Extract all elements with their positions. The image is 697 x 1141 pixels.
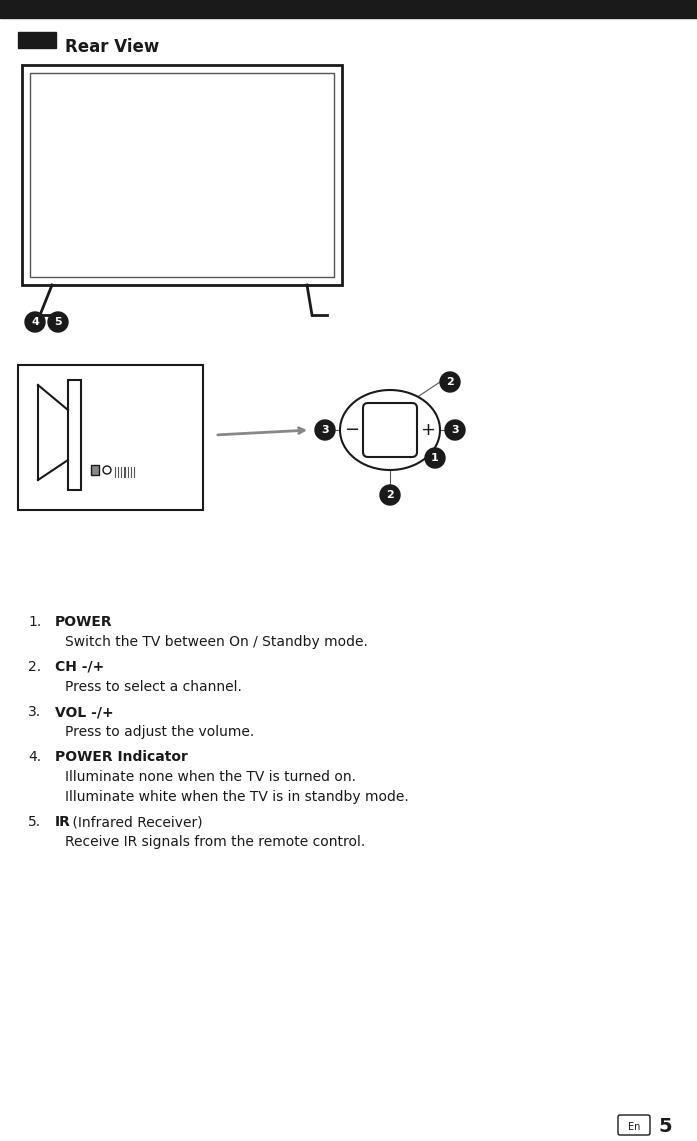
Text: En: En — [628, 1122, 640, 1132]
Text: 2: 2 — [446, 377, 454, 387]
Circle shape — [440, 372, 460, 393]
Text: −: − — [344, 421, 360, 439]
Polygon shape — [68, 380, 81, 489]
Text: VOL -/+: VOL -/+ — [55, 705, 114, 719]
Ellipse shape — [340, 390, 440, 470]
Bar — [91, 466, 99, 475]
Text: Illuminate white when the TV is in standby mode.: Illuminate white when the TV is in stand… — [65, 790, 408, 804]
Text: 4.: 4. — [28, 750, 41, 764]
Bar — [18, 32, 56, 48]
Text: 3.: 3. — [28, 705, 41, 719]
Text: IR: IR — [55, 815, 71, 830]
Circle shape — [48, 311, 68, 332]
Text: 1: 1 — [431, 453, 439, 463]
Text: 3: 3 — [321, 424, 329, 435]
Text: (Infrared Receiver): (Infrared Receiver) — [68, 815, 203, 830]
Text: Illuminate none when the TV is turned on.: Illuminate none when the TV is turned on… — [65, 770, 356, 784]
Text: Switch the TV between On / Standby mode.: Switch the TV between On / Standby mode. — [65, 636, 368, 649]
Text: POWER Indicator: POWER Indicator — [55, 750, 188, 764]
Circle shape — [103, 466, 111, 474]
Text: Receive IR signals from the remote control.: Receive IR signals from the remote contr… — [65, 835, 365, 849]
Text: 2: 2 — [386, 489, 394, 500]
Text: Rear View: Rear View — [65, 38, 159, 56]
Circle shape — [445, 420, 465, 440]
Text: 3: 3 — [451, 424, 459, 435]
Bar — [0, 0, 697, 18]
Text: 4: 4 — [31, 317, 39, 327]
Circle shape — [425, 448, 445, 468]
Bar — [18, 365, 203, 510]
Text: CH -/+: CH -/+ — [55, 659, 105, 674]
Circle shape — [25, 311, 45, 332]
Circle shape — [315, 420, 335, 440]
Text: PREPARATION: PREPARATION — [583, 5, 687, 19]
Text: 5: 5 — [54, 317, 62, 327]
Text: 5: 5 — [658, 1117, 672, 1136]
Text: 2.: 2. — [28, 659, 41, 674]
Text: 1.: 1. — [28, 615, 41, 629]
FancyBboxPatch shape — [363, 403, 417, 458]
Bar — [30, 73, 334, 277]
Text: +: + — [420, 421, 436, 439]
Text: Press to select a channel.: Press to select a channel. — [65, 680, 242, 694]
Text: Press to adjust the volume.: Press to adjust the volume. — [65, 725, 254, 739]
Circle shape — [380, 485, 400, 505]
FancyBboxPatch shape — [618, 1115, 650, 1135]
Bar — [22, 65, 342, 285]
Text: POWER: POWER — [55, 615, 113, 629]
Text: 5.: 5. — [28, 815, 41, 830]
